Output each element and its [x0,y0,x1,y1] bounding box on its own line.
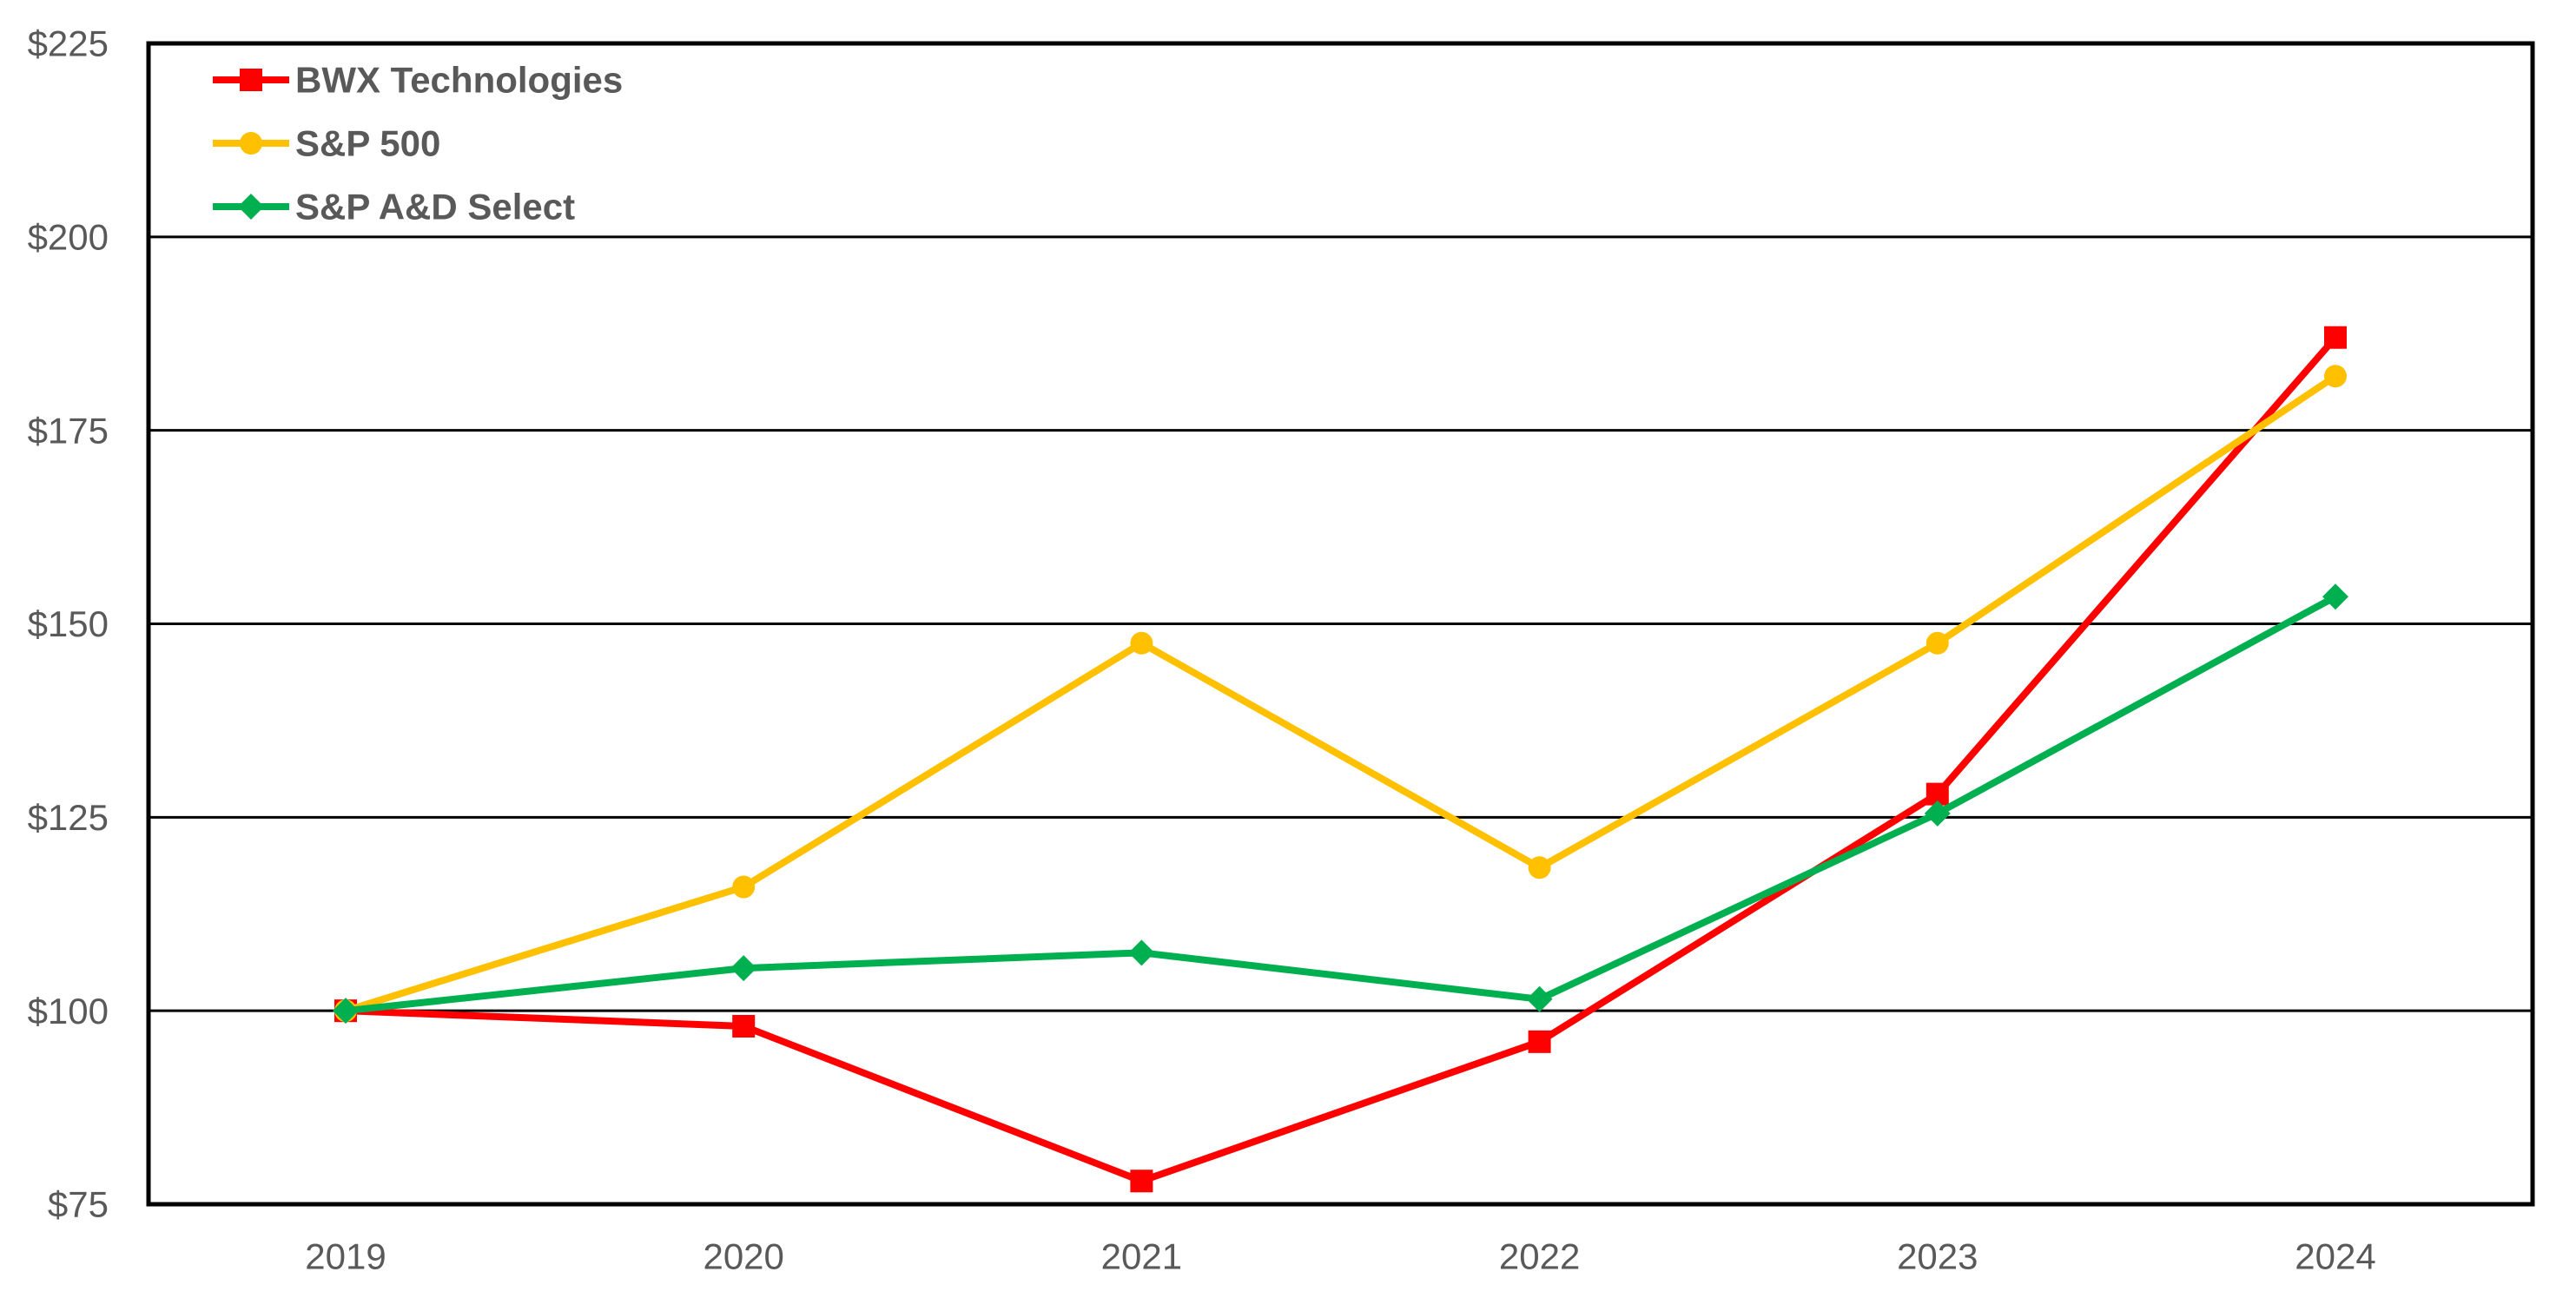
series-marker-s-p-500 [1528,856,1551,880]
legend: BWX Technologies S&P 500 S&P A&D Select [213,60,623,227]
series-marker-bwx-technologies [732,1014,756,1038]
x-axis-label: 2024 [2295,1236,2375,1277]
legend-item-bwx-technologies: BWX Technologies [213,60,623,101]
x-axis-label: 2019 [305,1236,386,1277]
y-axis-label: $225 [28,23,109,64]
legend-label: S&P A&D Select [295,187,575,227]
legend-marker-circle-icon [240,132,262,155]
series-marker-bwx-technologies [1528,1030,1551,1053]
legend-marker-square-icon [240,69,262,91]
series-s-p-500 [334,365,2347,1023]
x-axis-label: 2023 [1897,1236,1978,1277]
series-marker-s-p-a-d-select [1128,939,1155,966]
series-line-bwx-technologies [345,335,2339,1185]
series-bwx-technologies [334,326,2347,1193]
y-axis-label: $100 [28,991,109,1031]
legend-item-s-p-500: S&P 500 [213,123,440,164]
x-axis-label: 2022 [1499,1236,1580,1277]
series-marker-s-p-500 [1925,631,1949,655]
series-marker-bwx-technologies [2324,326,2347,349]
series-marker-s-p-a-d-select [730,955,757,982]
series-marker-s-p-a-d-select [1526,985,1553,1012]
legend-marker-diamond-icon [238,194,264,220]
y-axis-label: $200 [28,217,109,258]
series-marker-s-p-a-d-select [2322,583,2348,610]
y-axis-label: $75 [48,1184,109,1225]
series-marker-bwx-technologies [1130,1170,1153,1193]
legend-item-s-p-a-d-select: S&P A&D Select [213,187,575,227]
legend-label: S&P 500 [295,123,440,164]
series-marker-s-p-500 [2324,365,2347,388]
y-axis-label: $150 [28,603,109,644]
y-axis-label: $125 [28,797,109,838]
series-line-s-p-a-d-select [345,593,2337,1015]
series-line-s-p-500 [344,372,2338,1014]
series-marker-s-p-500 [732,875,756,899]
y-axis-label: $175 [28,410,109,451]
series-s-p-a-d-select [333,583,2348,1025]
series-marker-s-p-500 [1130,631,1153,655]
legend-label: BWX Technologies [295,60,623,101]
series-marker-s-p-a-d-select [333,998,359,1025]
series-marker-s-p-a-d-select [1924,800,1951,827]
x-axis-label: 2021 [1101,1236,1182,1277]
plot-border [146,41,2535,1207]
x-axis-label: 2020 [703,1236,783,1277]
